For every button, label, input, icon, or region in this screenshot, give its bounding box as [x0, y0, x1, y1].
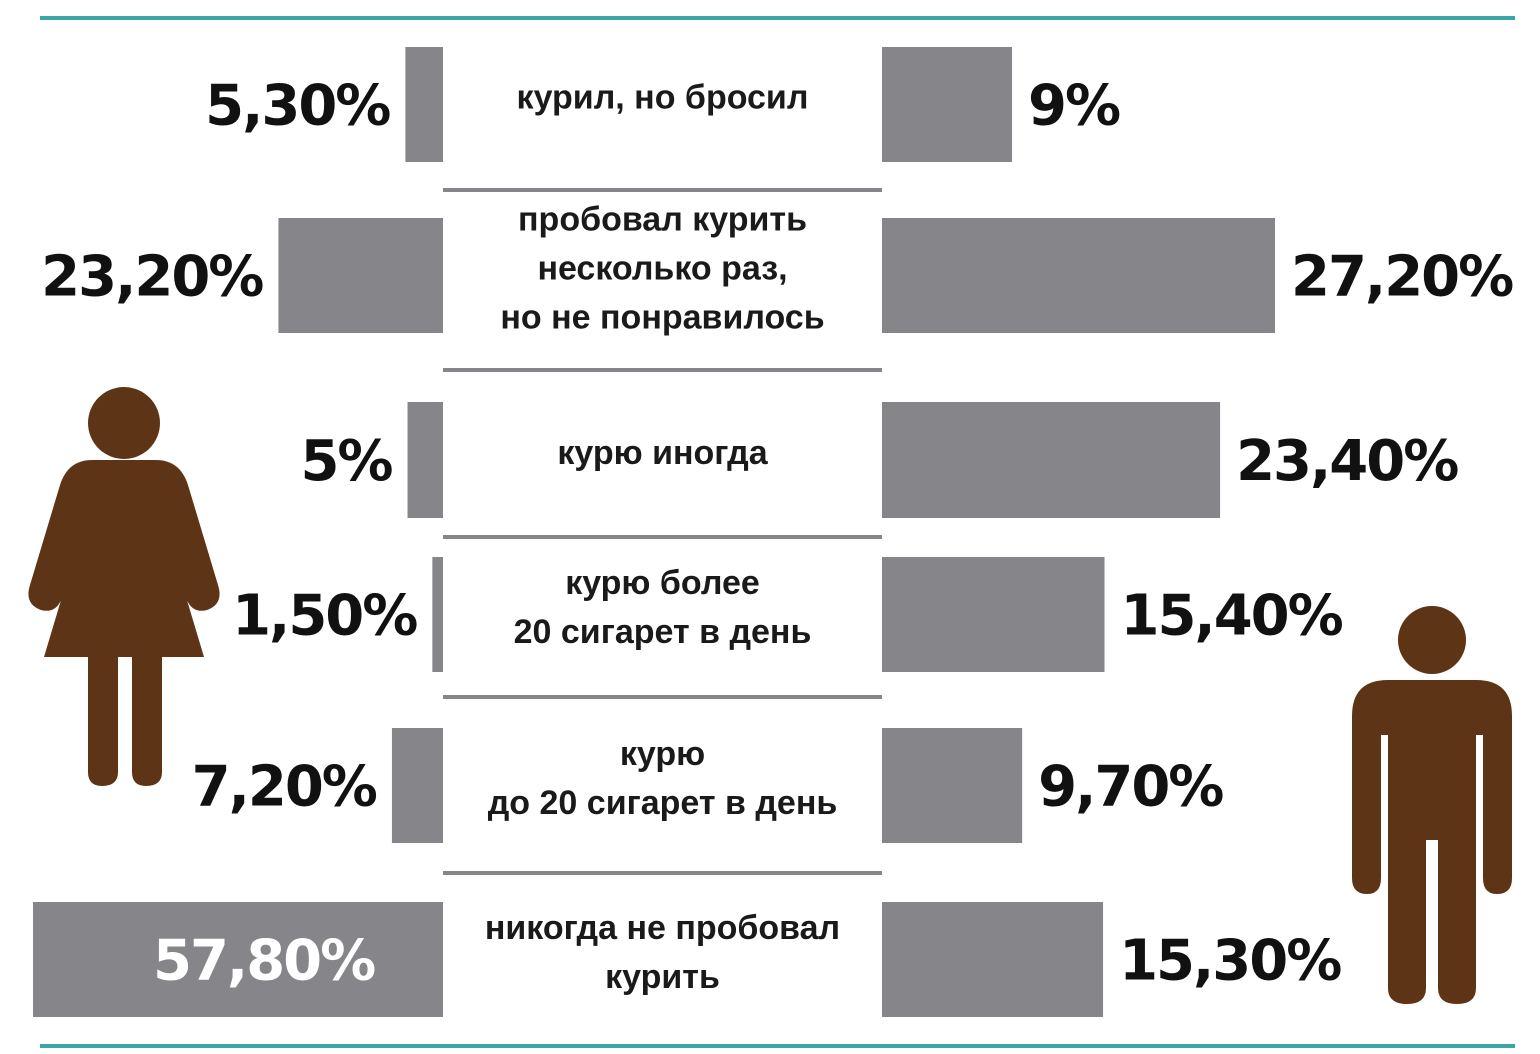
category-label: курю — [620, 735, 705, 773]
category-label: но не понравилось — [500, 299, 824, 337]
woman-bar — [407, 402, 443, 518]
woman-value-label: 57,80% — [153, 929, 375, 994]
woman-bar — [33, 902, 443, 1017]
woman-value-label: 7,20% — [192, 755, 377, 820]
man-bars — [882, 47, 1275, 1017]
man-bar — [882, 47, 1013, 162]
woman-bar — [278, 218, 443, 333]
category-label: несколько раз, — [537, 250, 787, 288]
woman-value-labels: 5,30% 23,20% 5% 1,50% 7,20% 57,80% — [41, 74, 419, 994]
man-value-label: 23,40% — [1236, 429, 1458, 494]
category-label: курить — [605, 958, 720, 996]
woman-bar — [432, 557, 443, 672]
man-value-label: 9,70% — [1038, 755, 1223, 820]
category-label: курю иногда — [557, 434, 768, 472]
category-label: курил, но бросил — [517, 79, 809, 117]
category-label: пробовал курить — [518, 201, 807, 239]
woman-value-label: 23,20% — [41, 245, 263, 310]
category-label: 20 сигарет в день — [514, 613, 812, 651]
man-value-labels: 9% 27,20% 23,40% 15,40% 9,70% 15,30% — [1028, 74, 1515, 994]
man-bar — [882, 902, 1104, 1017]
woman-bar — [405, 47, 443, 162]
man-value-label: 27,20% — [1291, 245, 1513, 310]
man-bar — [882, 402, 1221, 518]
category-labels: курил, но бросил пробовал курить несколько… — [485, 79, 840, 997]
man-icon — [1352, 606, 1512, 1004]
woman-bars — [33, 47, 443, 1017]
woman-icon — [28, 387, 220, 786]
woman-value-label: 5,30% — [205, 74, 390, 139]
man-value-label: 9% — [1028, 74, 1120, 139]
woman-value-label: 1,50% — [232, 584, 417, 649]
man-bar — [882, 557, 1105, 672]
man-value-label: 15,40% — [1121, 584, 1343, 649]
man-bar — [882, 218, 1275, 333]
woman-bar — [391, 728, 443, 843]
category-label: до 20 сигарет в день — [488, 784, 838, 822]
category-label: никогда не пробовал — [485, 909, 840, 947]
man-value-label: 15,30% — [1119, 929, 1341, 994]
row-dividers — [443, 188, 882, 875]
woman-value-label: 5% — [300, 429, 392, 494]
category-label: курю более — [565, 564, 760, 602]
man-bar — [882, 728, 1023, 843]
